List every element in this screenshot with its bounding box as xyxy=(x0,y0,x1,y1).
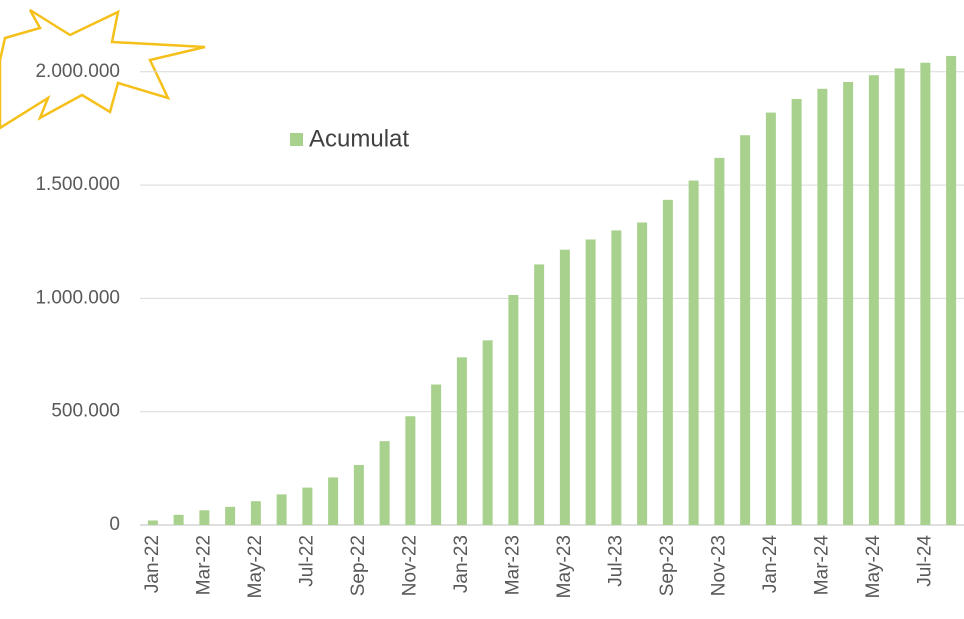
bar xyxy=(457,357,467,525)
bar xyxy=(174,515,184,525)
bar xyxy=(920,63,930,525)
bar xyxy=(251,501,261,525)
y-tick-label: 1.000.000 xyxy=(35,287,120,308)
x-tick-label: Jan-23 xyxy=(451,535,472,593)
x-tick-label: May-24 xyxy=(863,535,884,599)
x-tick-label: Jan-24 xyxy=(760,535,781,594)
bar xyxy=(740,135,750,525)
x-tick-label: Jan-22 xyxy=(142,535,163,593)
y-tick-label: 500.000 xyxy=(51,401,120,422)
y-tick-label: 0 xyxy=(109,514,120,535)
bar xyxy=(380,441,390,525)
x-tick-label: Sep-23 xyxy=(657,535,678,596)
bar xyxy=(354,465,364,525)
bar xyxy=(663,200,673,525)
bar xyxy=(560,250,570,525)
x-tick-label: Mar-22 xyxy=(193,535,214,595)
bar xyxy=(714,158,724,525)
bar xyxy=(148,520,158,525)
bar xyxy=(869,75,879,525)
bar xyxy=(405,416,415,525)
x-tick-label: Jul-23 xyxy=(605,535,626,587)
bar xyxy=(946,56,956,525)
x-tick-label: Sep-22 xyxy=(348,535,369,596)
bar xyxy=(199,510,209,525)
x-tick-label: Jul-24 xyxy=(914,535,935,587)
legend-swatch xyxy=(290,133,303,146)
x-tick-label: Jul-22 xyxy=(296,535,317,587)
x-tick-label: Nov-23 xyxy=(708,535,729,596)
bar xyxy=(302,488,312,525)
bar xyxy=(508,295,518,525)
x-tick-label: May-23 xyxy=(554,535,575,598)
bar xyxy=(895,68,905,525)
bar xyxy=(611,230,621,525)
bar xyxy=(817,89,827,525)
bar xyxy=(277,494,287,525)
bar xyxy=(689,181,699,525)
bar xyxy=(483,340,493,525)
legend-label: Acumulat xyxy=(309,125,409,152)
y-tick-label: 2.000.000 xyxy=(35,61,120,82)
bar xyxy=(792,99,802,525)
bar xyxy=(534,264,544,525)
x-tick-label: Nov-22 xyxy=(399,535,420,596)
x-tick-label: Mar-23 xyxy=(502,535,523,595)
chart: 0 500.000 1.000.000 1.500.000 2.000.000 Jan-2… xyxy=(0,0,964,619)
bar xyxy=(637,222,647,525)
y-tick-label: 1.500.000 xyxy=(35,174,120,195)
bar xyxy=(431,385,441,525)
bar xyxy=(225,507,235,525)
bar xyxy=(766,113,776,525)
bar xyxy=(843,82,853,525)
bar xyxy=(586,239,596,525)
x-tick-label: Mar-24 xyxy=(811,535,832,596)
bar xyxy=(328,477,338,525)
x-tick-label: May-22 xyxy=(245,535,266,598)
